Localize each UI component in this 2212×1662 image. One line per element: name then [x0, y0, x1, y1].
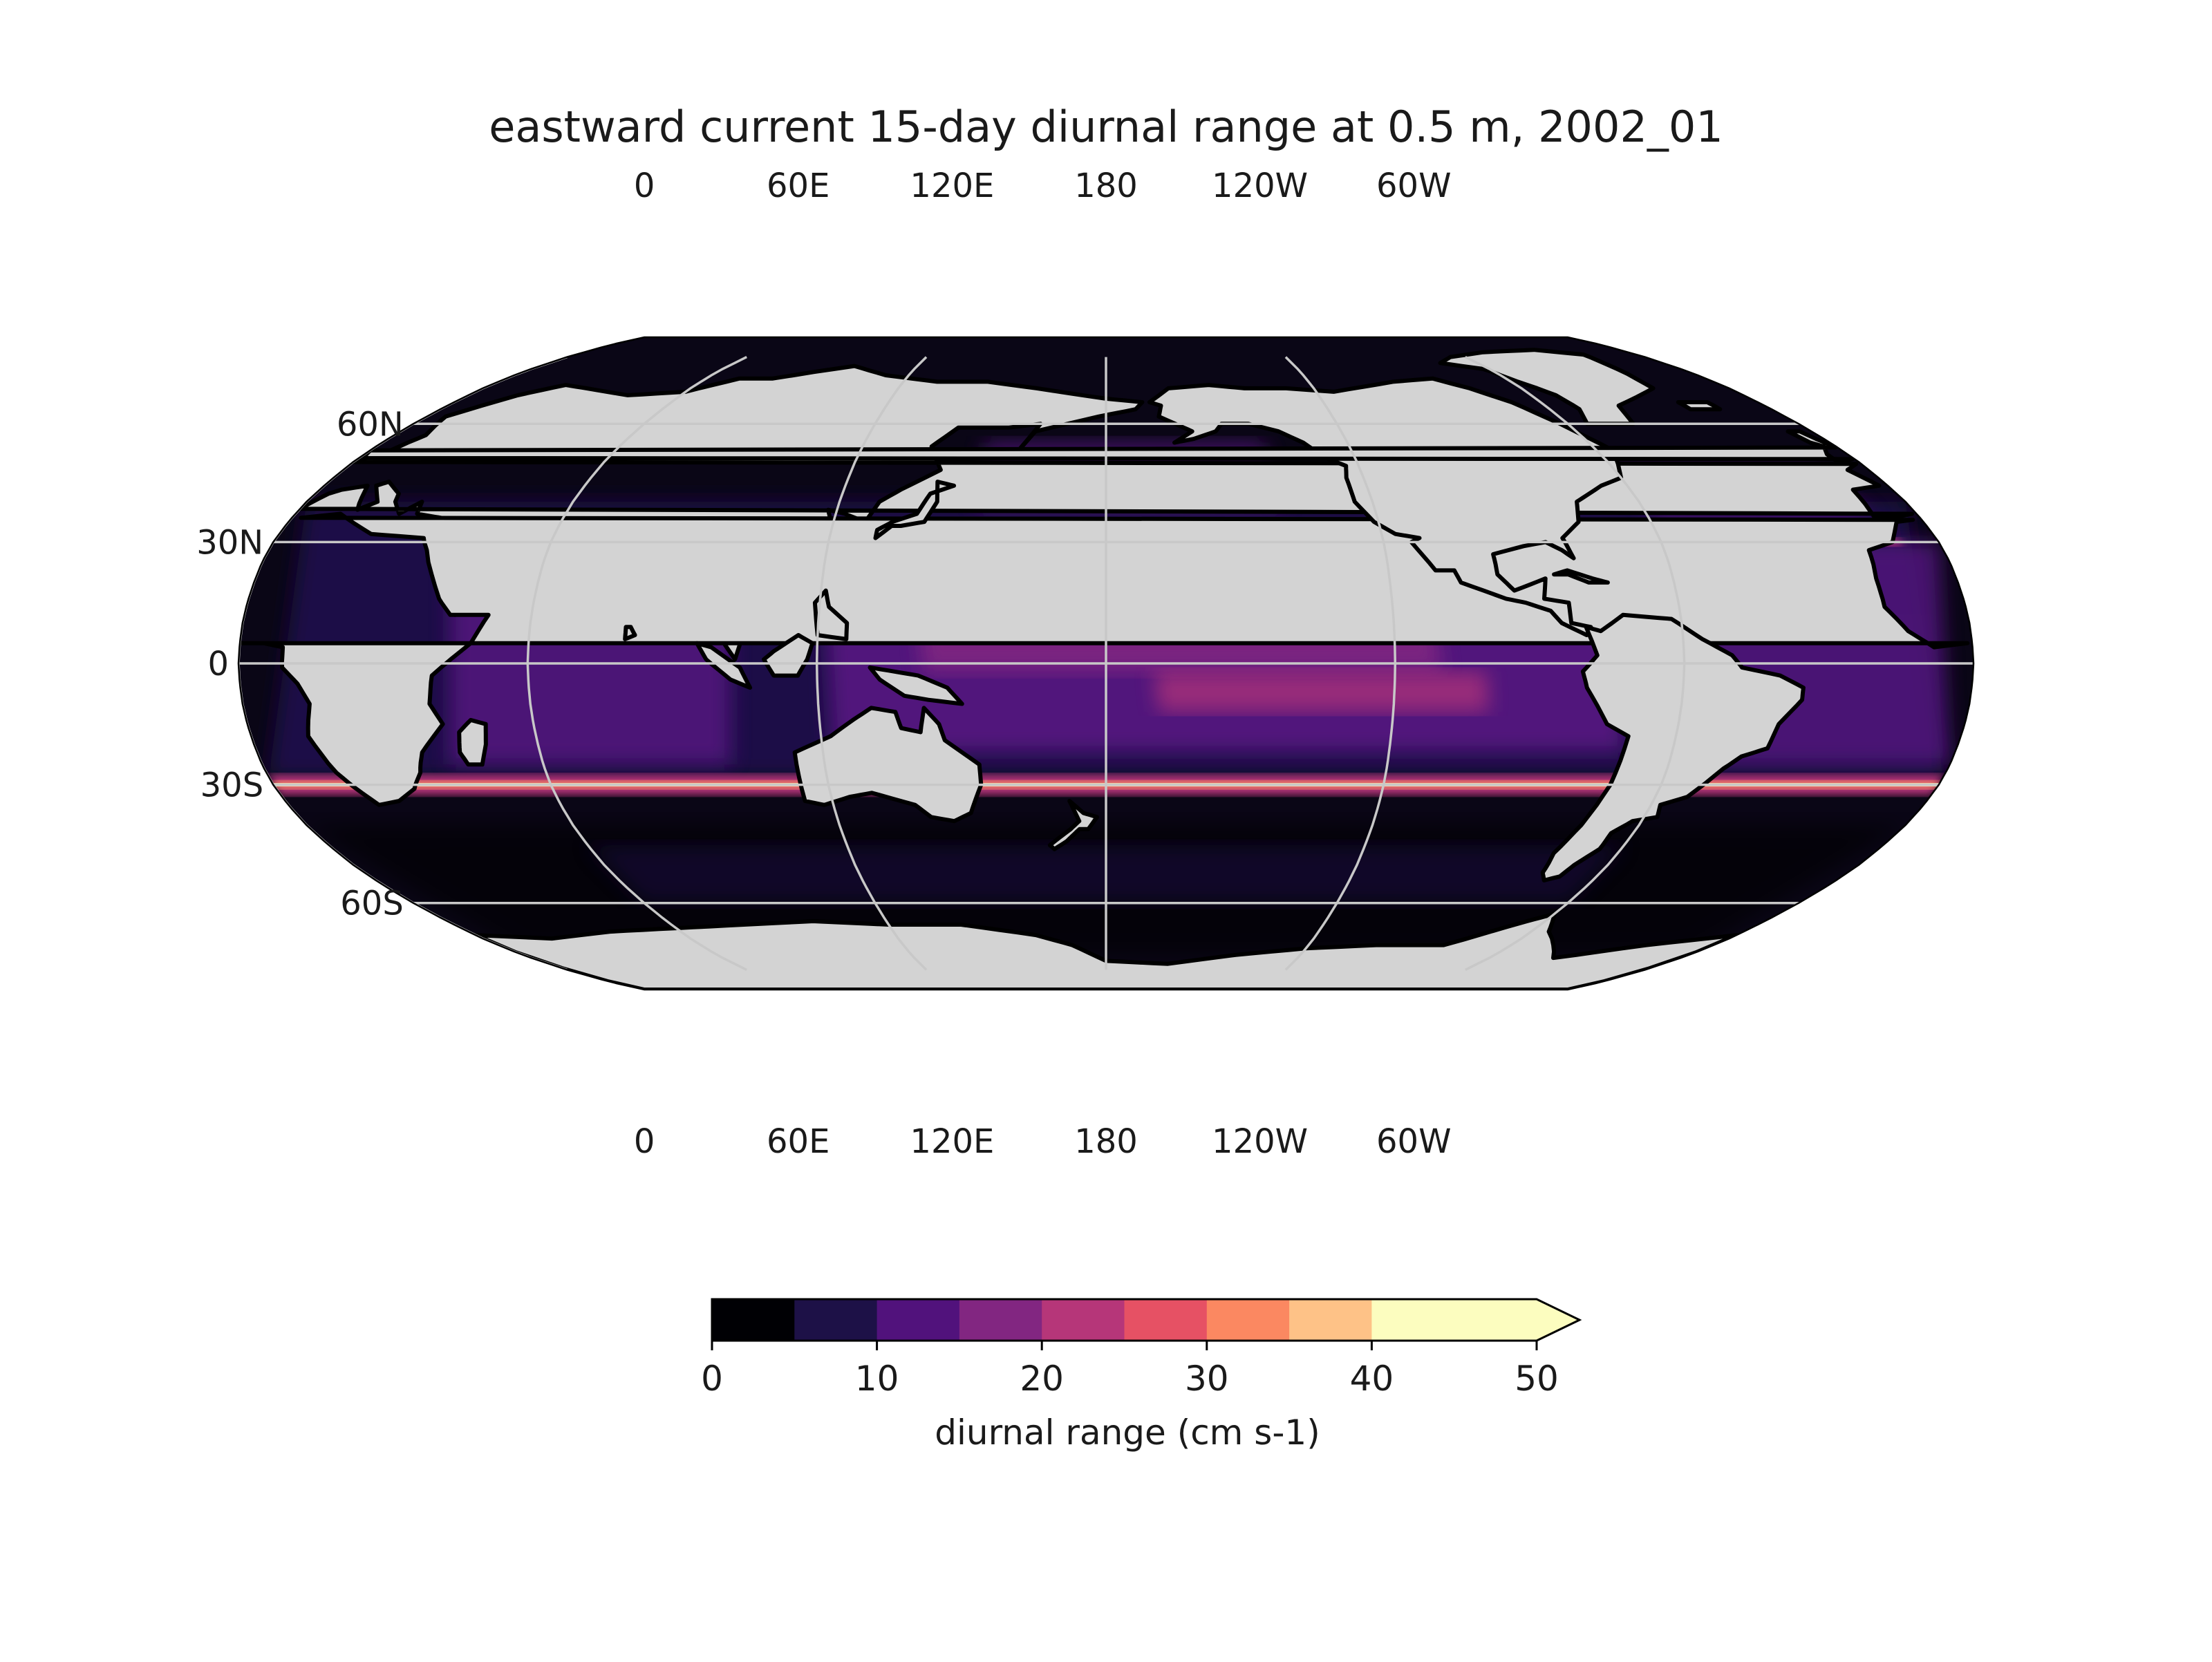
colorbar-segment-0 [712, 1299, 795, 1341]
lat-tick-30N: 30N [196, 523, 263, 562]
land-greenland [1438, 348, 1656, 426]
colorbar-tick-40: 40 [1350, 1359, 1394, 1399]
colorbar-segment-35 [1289, 1299, 1372, 1341]
land-iceland [1676, 400, 1723, 412]
lon-tick-bottom-180: 180 [1074, 1122, 1138, 1161]
lon-tick-top-60W: 60W [1376, 167, 1452, 205]
land-australia [792, 706, 984, 824]
meridian-120E [815, 356, 928, 971]
land-cuba [1552, 568, 1610, 585]
colorbar-label: diurnal range (cm s-1) [935, 1413, 1320, 1453]
lon-tick-bottom-120E: 120E [910, 1122, 994, 1161]
land-borneo [762, 633, 815, 678]
colorbar-segment-10 [877, 1299, 960, 1341]
colorbar-tick-10: 10 [855, 1359, 899, 1399]
chart-title: eastward current 15-day diurnal range at… [489, 102, 1723, 152]
lon-tick-bottom-60E: 60E [767, 1122, 830, 1161]
land-philippines [812, 588, 850, 641]
longitude-ticks-top: 60E 120E 180 120W 60W 0 [634, 167, 1452, 205]
longitude-ticks-bottom: 60E 120E 180 120W 60W 0 [634, 1122, 1452, 1161]
colorbar-segment-30 [1206, 1299, 1290, 1341]
colorbar-extend-arrow [1537, 1299, 1580, 1341]
land-north-america [1147, 376, 1624, 637]
lon-tick-top-120E: 120E [910, 167, 994, 205]
land-madagascar [457, 717, 488, 767]
field-eq-pacific-south [1154, 671, 1489, 712]
colorbar-segment-40 [1371, 1299, 1455, 1341]
lon-tick-top-120W: 120W [1212, 167, 1308, 205]
colorbar-frame [711, 1298, 1582, 1342]
land-japan [873, 480, 957, 540]
colorbar [711, 1298, 1582, 1342]
colorbar-tick-0: 0 [701, 1359, 723, 1399]
land-sri-lanka [623, 625, 637, 641]
lat-tick-60S: 60S [340, 885, 404, 923]
colorbar-tick-20: 20 [1020, 1359, 1064, 1399]
colorbar-ticks: 0 10 20 30 40 50 [701, 1341, 1559, 1399]
land-new-zealand [1047, 799, 1099, 851]
land-antarctica [473, 912, 1739, 990]
colorbar-segment-5 [794, 1299, 878, 1341]
colorbar-tick-50: 50 [1515, 1359, 1559, 1399]
lat-tick-30S: 30S [200, 766, 264, 805]
land-masses [240, 348, 1970, 990]
map-outline [237, 336, 1975, 991]
colorbar-segment-15 [959, 1299, 1042, 1341]
lon-tick-top-180: 180 [1074, 167, 1138, 205]
colorbar-segment-20 [1042, 1299, 1125, 1341]
lon-tick-top-0: 0 [634, 167, 655, 205]
lat-tick-0: 0 [207, 645, 229, 683]
colorbar-tick-30: 30 [1185, 1359, 1229, 1399]
lon-tick-bottom-0: 0 [634, 1122, 655, 1161]
colorbar-segment-25 [1124, 1299, 1208, 1341]
lat-tick-60N: 60N [337, 405, 404, 444]
land-sumatra [695, 641, 753, 690]
map-area [238, 337, 1974, 990]
meridian-120W [1284, 356, 1397, 971]
colorbar-segment-45 [1454, 1299, 1537, 1341]
latitude-ticks: 60N 30N 0 30S 60S [196, 405, 404, 923]
land-new-guinea [868, 665, 964, 706]
lon-tick-bottom-120W: 120W [1212, 1122, 1308, 1161]
lon-tick-top-60E: 60E [767, 167, 830, 205]
meridian-60E [526, 356, 747, 971]
lon-tick-bottom-60W: 60W [1376, 1122, 1452, 1161]
meridian-60W [1465, 356, 1686, 971]
